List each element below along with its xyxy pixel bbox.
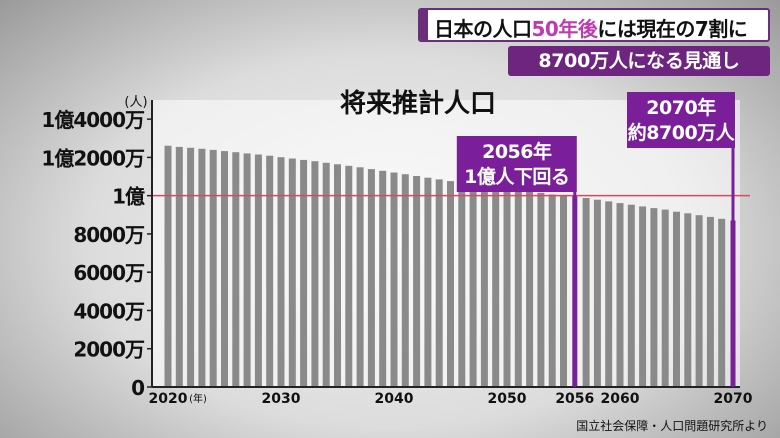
source-credit: 国立社会保障・人口問題研究所より <box>576 419 768 433</box>
headline-accent <box>420 10 428 40</box>
y-tick-label: 0 <box>131 376 144 400</box>
y-tick-label: 2000万 <box>73 338 145 362</box>
x-tick-label-2020: 2020 <box>149 391 188 407</box>
chart-title: 将来推計人口 <box>340 88 496 119</box>
bar-2067 <box>695 215 703 387</box>
headline-part2: には現在の7割に <box>597 17 748 41</box>
bar-2052 <box>526 190 534 387</box>
callout-label-2056: 1億人下回る <box>464 165 569 188</box>
bar-2058 <box>593 199 601 387</box>
x-tick-label-2060: 2060 <box>601 391 640 407</box>
bar-2028 <box>254 154 262 387</box>
callout-label-2070: 約8700万人 <box>628 121 736 144</box>
bar-2023 <box>198 148 206 387</box>
bar-2032 <box>300 159 308 387</box>
bar-2026 <box>232 152 240 387</box>
bar-2049 <box>492 188 500 387</box>
callout-box-2070 <box>627 92 735 148</box>
bar-2059 <box>605 201 613 387</box>
y-tick-label: 4000万 <box>73 299 145 323</box>
bar-2022 <box>187 147 195 387</box>
x-tick-label-2070: 2070 <box>714 391 753 407</box>
bar-2042 <box>413 176 421 387</box>
headline-highlight: 50年後 <box>531 17 598 41</box>
bar-2024 <box>209 149 217 387</box>
bar-2051 <box>514 188 522 387</box>
y-tick-label: 6000万 <box>73 261 145 285</box>
bar-2029 <box>266 155 274 387</box>
bar-2044 <box>435 179 443 387</box>
bar-2063 <box>650 208 658 387</box>
bar-2054 <box>548 194 556 387</box>
headline-banner: 日本の人口50年後には現在の7割に <box>418 8 770 42</box>
y-tick-label: 1億4000万 <box>41 108 145 132</box>
subline-banner: 8700万人になる見通し <box>508 46 770 76</box>
y-tick-label: 8000万 <box>73 223 145 247</box>
x-unit-label: (年) <box>189 392 207 405</box>
callout-label-2070: 2070年 <box>646 96 716 119</box>
bar-2038 <box>367 169 375 387</box>
bar-2041 <box>401 174 409 387</box>
bar-2033 <box>311 161 319 387</box>
bar-2021 <box>175 146 183 387</box>
y-tick-label: 1億 <box>112 185 145 209</box>
bar-2069 <box>718 218 726 387</box>
bar-2037 <box>356 167 364 387</box>
bar-2064 <box>661 209 669 387</box>
bar-2048 <box>480 186 488 387</box>
bar-2045 <box>447 181 454 387</box>
bar-2066 <box>684 213 692 387</box>
headline-text: 日本の人口50年後には現在の7割に <box>434 13 762 41</box>
bar-2031 <box>288 158 296 387</box>
bar-2061 <box>627 204 635 387</box>
y-unit-label: (人) <box>124 95 147 110</box>
bar-2068 <box>706 216 714 387</box>
x-tick-label-2056: 2056 <box>555 391 594 407</box>
callout-label-2056: 2056年 <box>482 140 552 163</box>
bar-2040 <box>390 172 398 387</box>
headline-part1: 日本の人口 <box>434 17 532 41</box>
bar-2057 <box>582 198 590 387</box>
bar-2034 <box>322 162 330 387</box>
bar-2053 <box>537 192 545 387</box>
bar-2020 <box>164 145 172 387</box>
bar-2039 <box>379 170 387 387</box>
bar-2065 <box>673 211 680 387</box>
bar-2036 <box>345 165 353 387</box>
callout-box-2056 <box>456 136 577 192</box>
bar-2055 <box>560 195 567 387</box>
bar-2050 <box>503 186 511 387</box>
bar-2046 <box>458 182 466 387</box>
bar-2035 <box>334 164 341 387</box>
bar-2043 <box>424 177 432 387</box>
bar-2062 <box>639 206 647 387</box>
x-tick-label-2050: 2050 <box>488 391 527 407</box>
bar-2030 <box>277 157 285 387</box>
x-tick-label-2040: 2040 <box>375 391 414 407</box>
x-tick-label-2030: 2030 <box>262 391 301 407</box>
bar-2060 <box>616 203 624 387</box>
bar-2025 <box>221 151 228 387</box>
bar-2027 <box>243 153 251 387</box>
bar-2047 <box>469 184 477 387</box>
y-tick-label: 1億2000万 <box>41 146 145 170</box>
